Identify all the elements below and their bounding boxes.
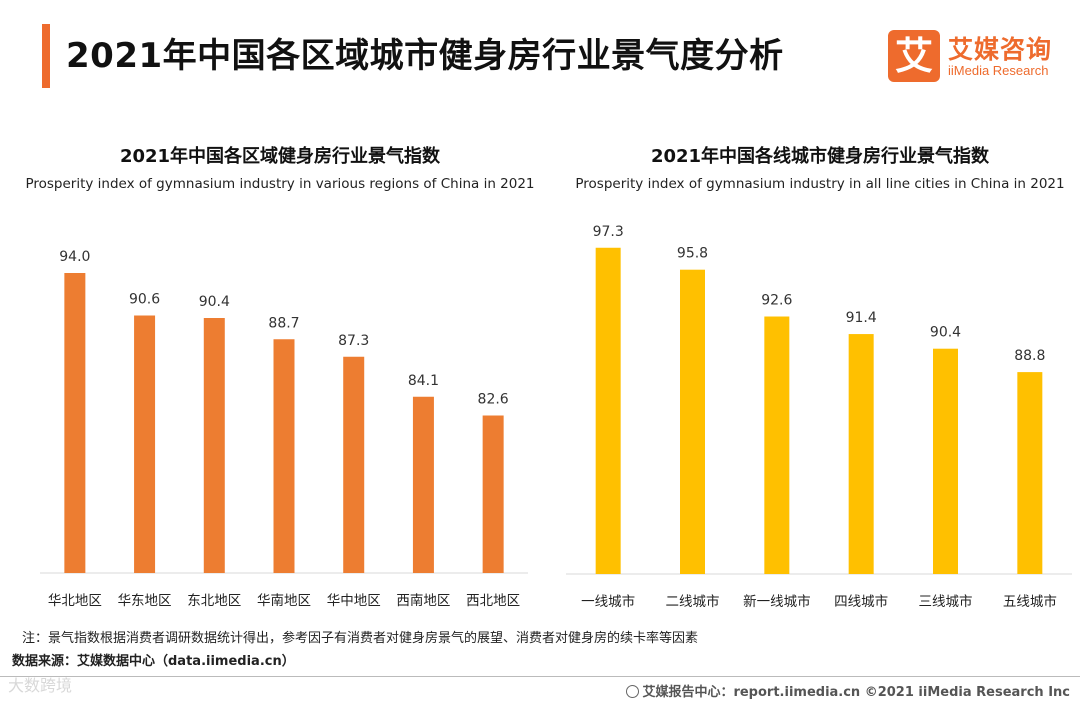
right-data-label-1: 97.3 — [593, 224, 624, 240]
left-data-label-7: 82.6 — [478, 392, 509, 408]
right-tick-label-4: 四线城市 — [834, 593, 888, 610]
right-tick-label-5: 三线城市 — [919, 593, 973, 610]
left-tick-label-6: 西南地区 — [396, 593, 450, 609]
left-tick-label-5: 华中地区 — [327, 593, 381, 609]
left-data-label-2: 90.6 — [129, 292, 160, 308]
left-data-label-6: 84.1 — [408, 373, 439, 389]
left-bar-4 — [273, 339, 295, 573]
right-tick-label-1: 一线城市 — [581, 593, 635, 610]
globe-icon — [626, 685, 640, 698]
footer-divider — [0, 676, 1080, 677]
left-tick-label-7: 西北地区 — [466, 593, 520, 609]
logo-mark: 艾 — [888, 30, 940, 82]
left-bar-1 — [64, 273, 86, 573]
right-data-label-6: 88.8 — [1014, 348, 1045, 364]
right-tick-label-6: 五线城市 — [1003, 593, 1057, 610]
page-title: 2021年中国各区域城市健身房行业景气度分析 — [66, 36, 784, 76]
watermark: 大数跨境 — [8, 676, 73, 695]
right-data-label-4: 91.4 — [846, 310, 877, 326]
right-data-label-3: 92.6 — [761, 293, 792, 309]
left-chart-subtitle: Prosperity index of gymnasium industry i… — [25, 176, 535, 192]
footer-label: 艾媒报告中心：report.iimedia.cn ©2021 iiMedia R… — [642, 685, 1070, 700]
footer-text: 艾媒报告中心：report.iimedia.cn ©2021 iiMedia R… — [626, 681, 1070, 700]
right-bar-6 — [1017, 372, 1043, 574]
iimedia-logo: 艾 艾媒咨询 iiMedia Research — [888, 30, 1068, 84]
right-tick-label-2: 二线城市 — [666, 593, 720, 610]
left-tick-label-3: 东北地区 — [187, 593, 241, 609]
right-data-label-2: 95.8 — [677, 246, 708, 262]
right-chart-subtitle: Prosperity index of gymnasium industry i… — [575, 176, 1065, 192]
left-data-label-5: 87.3 — [338, 333, 369, 349]
left-tick-label-4: 华南地区 — [257, 593, 311, 609]
right-data-label-5: 90.4 — [930, 325, 961, 341]
right-tick-label-3: 新一线城市 — [743, 593, 811, 610]
footnote-note: 注：景气指数根据消费者调研数据统计得出，参考因子有消费者对健身房景气的展望、消费… — [22, 631, 699, 646]
right-bar-4 — [848, 334, 874, 574]
left-tick-label-2: 华东地区 — [118, 593, 172, 609]
right-bar-5 — [933, 348, 958, 574]
left-bar-2 — [134, 315, 156, 573]
data-source: 数据来源：艾媒数据中心（data.iimedia.cn） — [12, 654, 295, 669]
title-accent-bar — [42, 24, 50, 88]
left-bar-3 — [203, 318, 225, 573]
left-tick-label-1: 华北地区 — [48, 593, 102, 609]
left-data-label-3: 90.4 — [199, 294, 230, 310]
left-data-label-4: 88.7 — [268, 315, 299, 331]
right-bar-3 — [764, 316, 790, 574]
logo-en-text: iiMedia Research — [948, 63, 1049, 78]
right-chart-title: 2021年中国各线城市健身房行业景气指数 — [650, 146, 990, 167]
left-chart-title: 2021年中国各区域健身房行业景气指数 — [119, 146, 441, 167]
left-bar-6 — [412, 396, 434, 573]
right-bar-2 — [680, 269, 705, 574]
left-bar-5 — [343, 356, 365, 573]
logo-cn-text: 艾媒咨询 — [948, 35, 1053, 64]
left-bar-7 — [482, 415, 504, 573]
right-bar-1 — [595, 247, 621, 574]
left-data-label-1: 94.0 — [59, 249, 90, 265]
